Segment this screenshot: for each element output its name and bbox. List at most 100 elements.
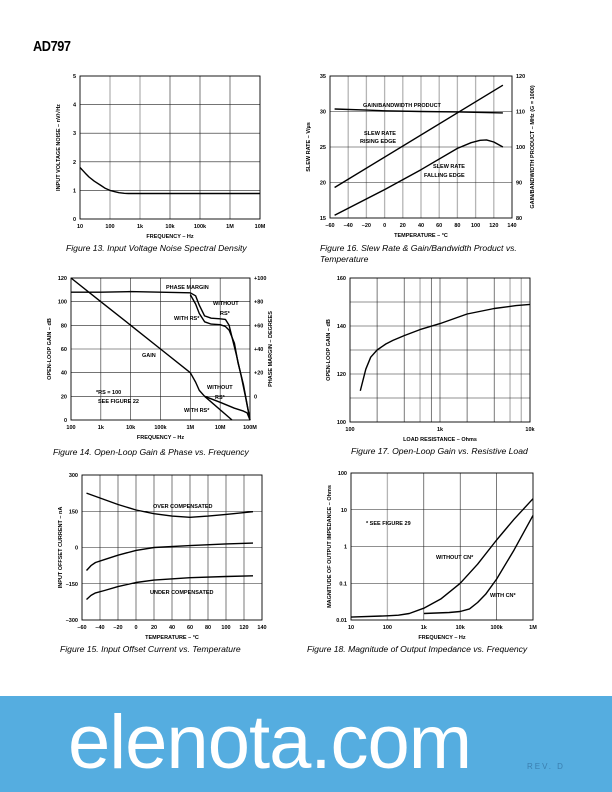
chart-annotation: SEE FIGURE 22: [98, 399, 139, 405]
chart-annotation: WITH CN*: [490, 593, 517, 599]
y-tick-label: 0: [73, 217, 76, 223]
y-tick-label: 0: [64, 418, 67, 424]
x-tick-label: 100k: [194, 224, 207, 230]
chart-annotation: WITHOUT: [213, 301, 239, 307]
y2-tick-label: 110: [516, 110, 525, 116]
chart-figure-13: 10 100 1k 10k 100k 1M 10M 0 1 2 3 4 5 FREQUENCY – Hz I…: [55, 74, 266, 253]
chart-annotation: FALLING EDGE: [424, 173, 465, 179]
y-axis-label: OPEN-LOOP GAIN – dB: [326, 319, 332, 381]
chart-annotation: UNDER COMPENSATED: [150, 590, 213, 596]
y-tick-label: 1: [344, 545, 347, 551]
x-tick-label: 10: [348, 625, 354, 631]
chart-annotation: WITH RS*: [174, 316, 200, 322]
figure-caption: Figure 14. Open-Loop Gain & Phase vs. Fr…: [53, 447, 250, 457]
part-number-header: AD797: [33, 38, 71, 55]
x-tick-label: 10k: [126, 425, 136, 431]
y-tick-label: 20: [61, 394, 67, 400]
y2-axis-label: GAIN/BANDWIDTH PRODUCT – MHz (G = 1000): [530, 85, 536, 208]
chart-figure-16: –60 –40 –20 0 20 40 60 80 100 120 140 15 20 25 30 35 80 9…: [306, 74, 536, 264]
y-axis-label: INPUT OFFSET CURRENT – nA: [58, 507, 64, 589]
figure-caption: Figure 17. Open-Loop Gain vs. Resistive …: [351, 446, 528, 456]
series-line-3: [189, 294, 251, 421]
y-tick-label: 100: [58, 300, 67, 306]
x-tick-label: 10: [77, 224, 83, 230]
chart-annotation: OVER COMPENSATED: [153, 504, 213, 510]
x-tick-label: 20: [400, 223, 406, 229]
y-tick-label: 60: [61, 347, 67, 353]
y-tick-label: –150: [66, 582, 78, 588]
x-tick-label: 140: [257, 625, 266, 631]
x-tick-label: –40: [344, 223, 353, 229]
x-tick-label: 100: [105, 224, 114, 230]
x-tick-label: 1M: [226, 224, 234, 230]
y-tick-label: 5: [73, 74, 76, 80]
x-tick-label: –40: [95, 625, 104, 631]
y-axis-label: OPEN-LOOP GAIN – dB: [47, 318, 53, 380]
x-tick-label: 40: [169, 625, 175, 631]
x-axis-label: TEMPERATURE – °C: [394, 233, 448, 239]
chart-annotation: WITHOUT: [207, 385, 233, 391]
plot-frame: [79, 75, 261, 220]
x-axis-label: TEMPERATURE – °C: [145, 635, 199, 641]
y2-tick-label: 80: [516, 216, 522, 222]
series-line-0: [359, 303, 531, 391]
series-line-0: [350, 498, 534, 618]
y2-tick-label: 100: [516, 145, 525, 151]
y-tick-label: 0: [75, 546, 78, 552]
y-axis-label: SLEW RATE – V/µs: [306, 122, 312, 172]
revision-label: REV. D: [527, 762, 565, 771]
y-tick-label: 100: [338, 471, 347, 477]
y-tick-label: 80: [61, 323, 67, 329]
x-tick-label: 20: [151, 625, 157, 631]
x-tick-label: 10k: [525, 427, 535, 433]
plot-frame: [329, 75, 513, 219]
x-tick-label: 100: [383, 625, 392, 631]
y-tick-label: 25: [320, 145, 326, 151]
figure-caption-line2: Temperature: [320, 254, 369, 264]
y-tick-label: 150: [69, 509, 78, 515]
x-tick-label: –60: [77, 625, 86, 631]
y2-tick-label: 120: [516, 74, 525, 80]
x-tick-label: 10k: [456, 625, 466, 631]
x-tick-label: 100: [471, 223, 480, 229]
y-tick-label: 3: [73, 131, 76, 137]
x-tick-label: 100k: [154, 425, 167, 431]
y-tick-label: 100: [337, 420, 346, 426]
x-axis-label: LOAD RESISTANCE – Ohms: [403, 437, 477, 443]
y-tick-label: 300: [69, 473, 78, 479]
y2-tick-label: +100: [254, 276, 266, 282]
x-tick-label: 1M: [529, 625, 537, 631]
y-tick-label: 120: [337, 372, 346, 378]
plot-frame: [349, 277, 531, 423]
watermark-banner: elenota.com REV. D: [0, 696, 612, 792]
x-tick-label: 60: [187, 625, 193, 631]
chart-figure-15: –60 –40 –20 0 20 40 60 80 100 120 140 –300 –150 0 150 3…: [58, 473, 267, 654]
series-line-0: [334, 108, 503, 114]
chart-annotation: PHASE MARGIN: [166, 285, 209, 291]
x-tick-label: 80: [205, 625, 211, 631]
y-tick-label: 120: [58, 276, 67, 282]
chart-annotation: SLEW RATE: [364, 131, 396, 137]
figure-caption: Figure 16. Slew Rate & Gain/Bandwidth Pr…: [320, 243, 517, 253]
y2-tick-label: +80: [254, 300, 263, 306]
y-tick-label: 15: [320, 216, 326, 222]
plot-frame: [70, 277, 251, 421]
x-tick-label: –60: [325, 223, 334, 229]
x-tick-label: 40: [418, 223, 424, 229]
x-tick-label: 1k: [421, 625, 428, 631]
y2-axis-label: PHASE MARGIN – DEGREES: [268, 311, 274, 387]
series-line-1: [423, 515, 534, 615]
chart-figure-17: 100 1k 10k 100 120 140 160 LOAD RESISTANCE – Oh…: [326, 276, 536, 456]
figure-caption: Figure 18. Magnitude of Output Impedance…: [307, 644, 528, 654]
x-tick-label: 80: [454, 223, 460, 229]
figure-caption: Figure 13. Input Voltage Noise Spectral …: [66, 243, 247, 253]
series-line-0: [79, 167, 260, 195]
series-line-0: [70, 277, 233, 421]
chart-annotation: WITH RS*: [184, 408, 210, 414]
x-tick-label: 100: [221, 625, 230, 631]
chart-annotation: GAIN: [142, 353, 156, 359]
x-tick-label: 120: [489, 223, 498, 229]
x-tick-label: 100: [66, 425, 75, 431]
x-tick-label: 0: [134, 625, 137, 631]
